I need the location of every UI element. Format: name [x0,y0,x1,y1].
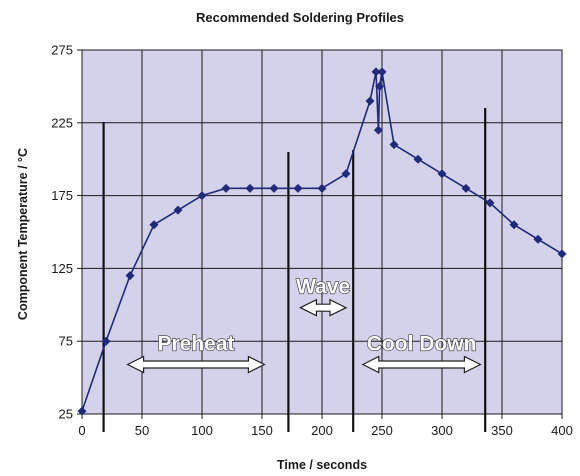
data-point-marker [77,406,87,416]
x-tick-label: 100 [191,423,213,438]
data-point-marker [461,183,471,193]
data-point-marker [293,183,303,193]
y-axis-label: Component Temperature / °C [16,148,30,320]
x-tick-label: 0 [78,423,85,438]
double-arrow [361,355,482,374]
x-tick-label: 350 [491,423,513,438]
zone-markers [102,108,487,432]
zone-label: Cool Down [367,332,477,355]
data-point-marker [173,205,183,215]
data-point-marker [373,125,383,135]
data-point-marker [377,67,387,77]
x-tick-label: 250 [371,423,393,438]
data-point-marker [437,169,447,179]
data-point-marker [101,336,111,346]
data-point-marker [485,198,495,208]
data-point-marker [245,183,255,193]
zone-label: Preheat [157,332,234,355]
data-point-marker [413,154,423,164]
series [77,67,567,416]
data-point-marker [533,234,543,244]
data-point-marker [221,183,231,193]
y-tick-label: 75 [59,334,73,349]
data-point-marker [389,140,399,150]
x-tick-label: 400 [551,423,573,438]
y-tick-label: 25 [59,407,73,422]
double-arrow [299,298,348,317]
zone-annotations: Preheat Wave Cool Down [126,275,482,374]
data-point-marker [197,191,207,201]
data-point-marker [149,220,159,230]
data-point-marker [317,183,327,193]
data-point-marker [371,67,381,77]
y-tick-label: 225 [51,115,73,130]
data-point-marker [125,271,135,281]
axis-ticks: 0 50 100 150 200 250 300 350 400 25 75 125 175 225 275 [51,43,573,439]
chart-title: Recommended Soldering Profiles [196,10,404,25]
x-tick-label: 50 [135,423,149,438]
data-point-marker [375,81,385,91]
x-tick-label: 300 [431,423,453,438]
data-point-marker [269,183,279,193]
y-tick-label: 275 [51,43,73,58]
x-tick-label: 150 [251,423,273,438]
zone-label: Wave [296,276,350,299]
data-point-marker [509,220,519,230]
y-tick-label: 125 [51,261,73,276]
x-tick-label: 200 [311,423,333,438]
x-axis-label: Time / seconds [277,458,367,472]
data-point-marker [341,169,351,179]
double-arrow [126,355,266,374]
data-point-marker [557,249,567,259]
data-point-marker [365,96,375,106]
y-tick-label: 175 [51,188,73,203]
